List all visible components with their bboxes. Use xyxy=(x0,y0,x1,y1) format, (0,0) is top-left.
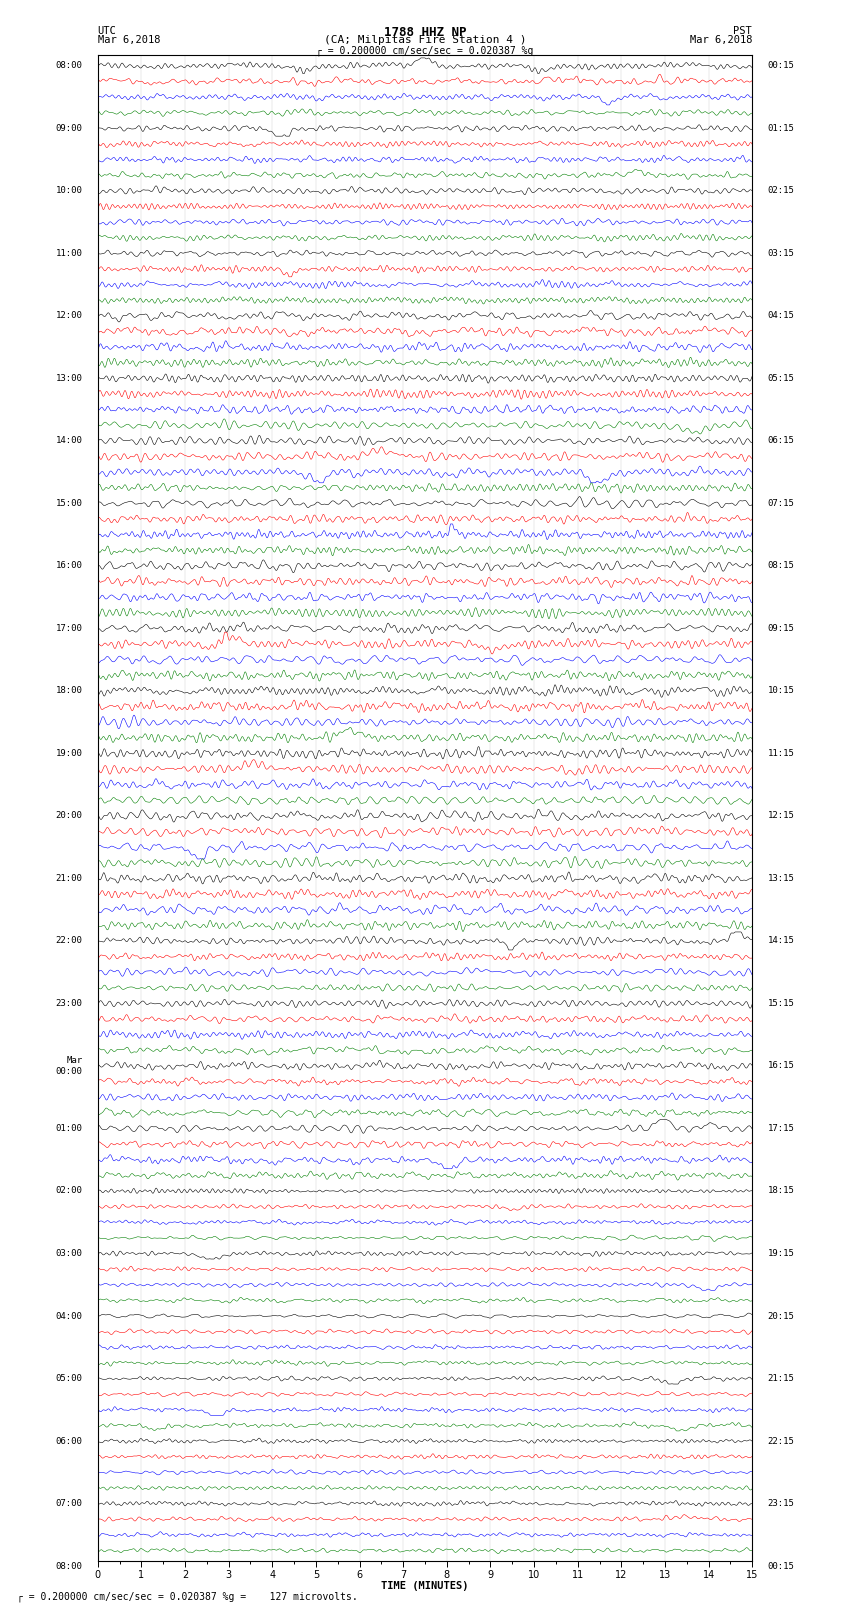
Text: 01:15: 01:15 xyxy=(768,124,795,132)
Text: 06:15: 06:15 xyxy=(768,437,795,445)
Text: 23:00: 23:00 xyxy=(55,998,82,1008)
Text: 09:15: 09:15 xyxy=(768,624,795,632)
Text: 16:15: 16:15 xyxy=(768,1061,795,1071)
Text: 20:15: 20:15 xyxy=(768,1311,795,1321)
Text: 03:15: 03:15 xyxy=(768,248,795,258)
Text: 22:15: 22:15 xyxy=(768,1437,795,1445)
Text: 01:00: 01:00 xyxy=(55,1124,82,1132)
Text: 08:00: 08:00 xyxy=(55,1561,82,1571)
Text: 06:00: 06:00 xyxy=(55,1437,82,1445)
Text: 13:15: 13:15 xyxy=(768,874,795,882)
Text: 19:15: 19:15 xyxy=(768,1248,795,1258)
Text: 18:15: 18:15 xyxy=(768,1187,795,1195)
Text: 20:00: 20:00 xyxy=(55,811,82,821)
Text: 07:00: 07:00 xyxy=(55,1498,82,1508)
Text: 08:00: 08:00 xyxy=(55,61,82,71)
Text: Mar
00:00: Mar 00:00 xyxy=(55,1057,82,1076)
Text: Mar 6,2018: Mar 6,2018 xyxy=(98,35,161,45)
Text: 04:00: 04:00 xyxy=(55,1311,82,1321)
Text: 19:00: 19:00 xyxy=(55,748,82,758)
Text: ┌ = 0.200000 cm/sec/sec = 0.020387 %g: ┌ = 0.200000 cm/sec/sec = 0.020387 %g xyxy=(316,45,534,56)
Text: 00:15: 00:15 xyxy=(768,1561,795,1571)
Text: 09:00: 09:00 xyxy=(55,124,82,132)
Text: 14:00: 14:00 xyxy=(55,437,82,445)
Text: 03:00: 03:00 xyxy=(55,1248,82,1258)
Text: 13:00: 13:00 xyxy=(55,374,82,382)
Text: 17:00: 17:00 xyxy=(55,624,82,632)
Text: 15:00: 15:00 xyxy=(55,498,82,508)
Text: 10:00: 10:00 xyxy=(55,187,82,195)
Text: 21:15: 21:15 xyxy=(768,1374,795,1382)
Text: 02:15: 02:15 xyxy=(768,187,795,195)
Text: 18:00: 18:00 xyxy=(55,687,82,695)
Text: Mar 6,2018: Mar 6,2018 xyxy=(689,35,752,45)
Text: 12:00: 12:00 xyxy=(55,311,82,321)
Text: 14:15: 14:15 xyxy=(768,937,795,945)
Text: 1788 HHZ NP: 1788 HHZ NP xyxy=(383,26,467,39)
Text: 12:15: 12:15 xyxy=(768,811,795,821)
Text: 07:15: 07:15 xyxy=(768,498,795,508)
Text: 02:00: 02:00 xyxy=(55,1187,82,1195)
Text: 16:00: 16:00 xyxy=(55,561,82,571)
Text: ┌ = 0.200000 cm/sec/sec = 0.020387 %g =    127 microvolts.: ┌ = 0.200000 cm/sec/sec = 0.020387 %g = … xyxy=(17,1590,358,1602)
Text: PST: PST xyxy=(734,26,752,35)
Text: 05:15: 05:15 xyxy=(768,374,795,382)
Text: 05:00: 05:00 xyxy=(55,1374,82,1382)
Text: 15:15: 15:15 xyxy=(768,998,795,1008)
Text: UTC: UTC xyxy=(98,26,116,35)
Text: 22:00: 22:00 xyxy=(55,937,82,945)
Text: 11:00: 11:00 xyxy=(55,248,82,258)
X-axis label: TIME (MINUTES): TIME (MINUTES) xyxy=(382,1581,468,1590)
Text: 04:15: 04:15 xyxy=(768,311,795,321)
Text: 23:15: 23:15 xyxy=(768,1498,795,1508)
Text: (CA; Milpitas Fire Station 4 ): (CA; Milpitas Fire Station 4 ) xyxy=(324,35,526,45)
Text: 11:15: 11:15 xyxy=(768,748,795,758)
Text: 00:15: 00:15 xyxy=(768,61,795,71)
Text: 17:15: 17:15 xyxy=(768,1124,795,1132)
Text: 10:15: 10:15 xyxy=(768,687,795,695)
Text: 21:00: 21:00 xyxy=(55,874,82,882)
Text: 08:15: 08:15 xyxy=(768,561,795,571)
